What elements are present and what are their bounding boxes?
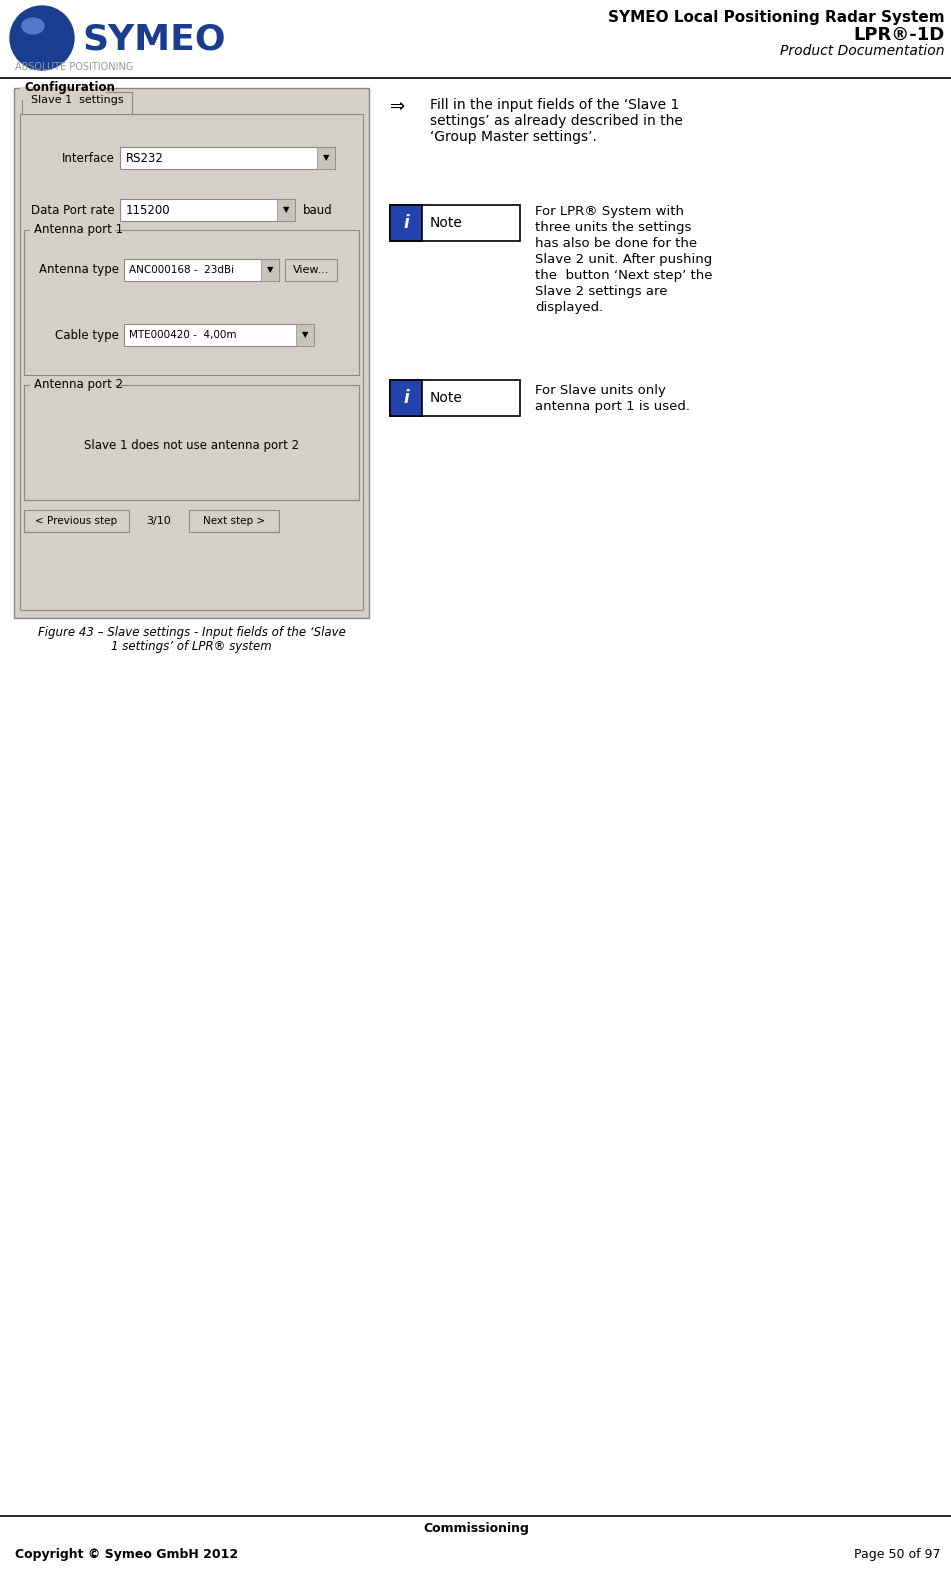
Text: baud: baud <box>303 204 333 217</box>
Bar <box>24 229 359 374</box>
Text: Copyright © Symeo GmbH 2012: Copyright © Symeo GmbH 2012 <box>15 1548 238 1561</box>
Text: antenna port 1 is used.: antenna port 1 is used. <box>535 400 690 413</box>
Bar <box>22 92 132 115</box>
Bar <box>317 147 335 169</box>
Bar <box>24 386 359 500</box>
Bar <box>30 229 115 242</box>
Text: SYMEO: SYMEO <box>82 22 225 56</box>
Bar <box>277 199 295 221</box>
Text: 115200: 115200 <box>126 204 170 217</box>
Circle shape <box>10 6 74 70</box>
Bar <box>30 384 115 397</box>
Bar <box>390 381 422 416</box>
Text: the  button ‘Next step’ the: the button ‘Next step’ the <box>535 269 712 282</box>
Bar <box>124 260 279 280</box>
Text: Note: Note <box>430 390 463 405</box>
Text: 3/10: 3/10 <box>146 516 171 526</box>
Text: Configuration: Configuration <box>24 81 115 94</box>
Bar <box>296 323 314 346</box>
Text: displayed.: displayed. <box>535 301 603 314</box>
Text: MTE000420 -  4,00m: MTE000420 - 4,00m <box>129 330 237 339</box>
Text: i: i <box>403 389 409 406</box>
Bar <box>390 205 422 241</box>
Text: Cable type: Cable type <box>55 328 119 341</box>
Text: Antenna type: Antenna type <box>39 263 119 277</box>
Text: i: i <box>403 213 409 233</box>
Text: ▼: ▼ <box>266 266 273 274</box>
Text: View...: View... <box>293 264 329 276</box>
Text: For LPR® System with: For LPR® System with <box>535 205 684 218</box>
Text: Figure 43 – Slave settings - Input fields of the ‘Slave: Figure 43 – Slave settings - Input field… <box>37 626 345 639</box>
Text: Product Documentation: Product Documentation <box>781 45 945 57</box>
Text: SYMEO Local Positioning Radar System: SYMEO Local Positioning Radar System <box>609 10 945 25</box>
Text: Antenna port 1: Antenna port 1 <box>34 223 123 236</box>
Text: ▼: ▼ <box>322 153 329 162</box>
Text: ⇒: ⇒ <box>390 99 405 116</box>
Text: has also be done for the: has also be done for the <box>535 237 697 250</box>
Text: Fill in the input fields of the ‘Slave 1: Fill in the input fields of the ‘Slave 1 <box>430 99 679 112</box>
Bar <box>285 260 337 280</box>
Text: LPR®-1D: LPR®-1D <box>854 25 945 45</box>
Bar <box>14 88 369 618</box>
Text: Slave 1 does not use antenna port 2: Slave 1 does not use antenna port 2 <box>84 438 299 451</box>
Text: ‘Group Master settings’.: ‘Group Master settings’. <box>430 131 597 143</box>
Text: For Slave units only: For Slave units only <box>535 384 666 397</box>
Bar <box>390 205 520 241</box>
Bar <box>24 510 129 532</box>
Text: Slave 2 settings are: Slave 2 settings are <box>535 285 668 298</box>
Text: Page 50 of 97: Page 50 of 97 <box>853 1548 940 1561</box>
Bar <box>390 381 520 416</box>
Text: ABSOLUTE POSITIONING: ABSOLUTE POSITIONING <box>15 62 133 72</box>
Text: ▼: ▼ <box>282 205 289 215</box>
Ellipse shape <box>22 18 44 33</box>
Bar <box>20 88 106 100</box>
Text: Slave 2 unit. After pushing: Slave 2 unit. After pushing <box>535 253 712 266</box>
Bar <box>20 115 363 610</box>
Text: Data Port rate: Data Port rate <box>31 204 115 217</box>
Text: three units the settings: three units the settings <box>535 221 691 234</box>
Text: ANC000168 -  23dBi: ANC000168 - 23dBi <box>129 264 234 276</box>
Text: RS232: RS232 <box>126 151 164 164</box>
Bar <box>124 323 314 346</box>
Bar <box>120 199 295 221</box>
Text: settings’ as already described in the: settings’ as already described in the <box>430 115 683 127</box>
Bar <box>261 260 279 280</box>
Bar <box>189 510 279 532</box>
Text: Slave 1  settings: Slave 1 settings <box>30 96 124 105</box>
Text: Note: Note <box>430 217 463 229</box>
Text: 1 settings’ of LPR® system: 1 settings’ of LPR® system <box>111 640 272 653</box>
Text: < Previous step: < Previous step <box>35 516 118 526</box>
Text: Next step >: Next step > <box>203 516 265 526</box>
Bar <box>120 147 335 169</box>
Text: Commissioning: Commissioning <box>423 1521 529 1536</box>
Text: Antenna port 2: Antenna port 2 <box>34 378 123 390</box>
Text: ▼: ▼ <box>301 330 308 339</box>
Text: Interface: Interface <box>62 151 115 164</box>
